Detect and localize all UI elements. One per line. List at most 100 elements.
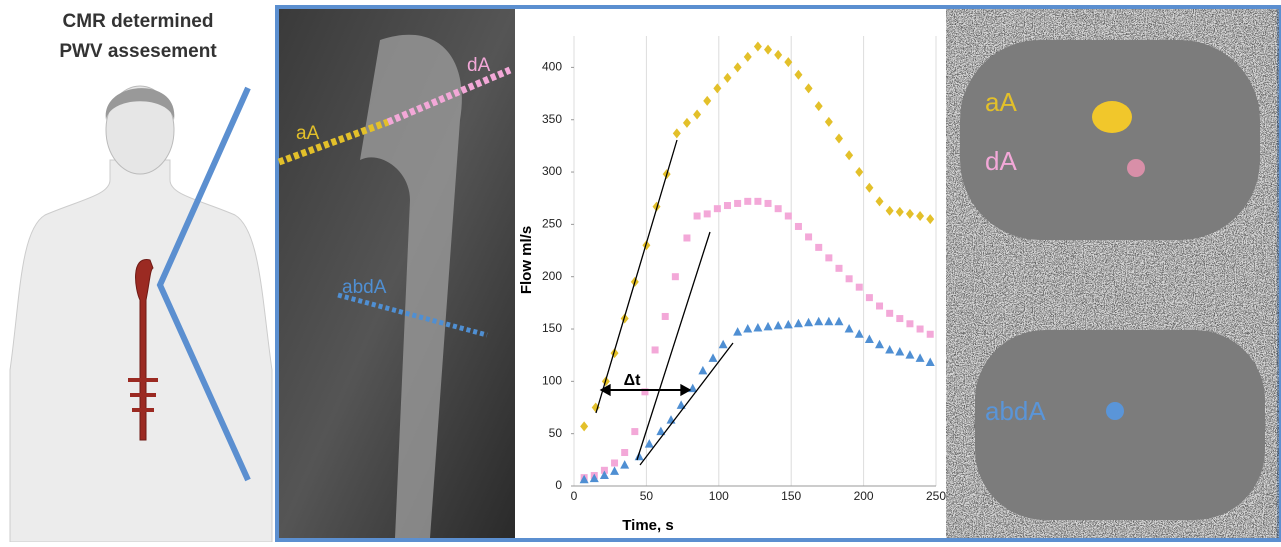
data-point bbox=[906, 320, 914, 328]
data-point bbox=[656, 426, 666, 436]
data-point bbox=[610, 466, 620, 475]
x-axis-title: Time, s bbox=[622, 517, 673, 534]
data-point bbox=[834, 133, 843, 144]
data-point bbox=[784, 212, 792, 220]
data-point bbox=[886, 309, 894, 317]
x-tick-label: 0 bbox=[571, 489, 578, 503]
data-point bbox=[733, 327, 743, 336]
data-point bbox=[708, 353, 718, 362]
data-point bbox=[693, 109, 702, 120]
slice-label: abdA bbox=[342, 277, 387, 298]
data-point bbox=[804, 317, 814, 327]
data-point bbox=[895, 347, 905, 356]
data-point bbox=[631, 428, 639, 436]
data-point bbox=[634, 451, 644, 461]
data-point bbox=[743, 324, 753, 333]
data-point bbox=[620, 460, 630, 469]
data-point bbox=[723, 72, 732, 83]
data-point bbox=[875, 196, 884, 207]
data-point bbox=[876, 302, 884, 310]
data-point bbox=[698, 365, 708, 375]
data-point bbox=[794, 222, 802, 230]
data-point bbox=[844, 324, 854, 333]
da-slice bbox=[386, 66, 512, 126]
y-axis-title: Flow ml/s bbox=[518, 226, 535, 294]
x-tick-label: 200 bbox=[854, 489, 874, 503]
title-line: CMR determined bbox=[63, 11, 214, 32]
data-point bbox=[916, 211, 925, 221]
data-point bbox=[754, 197, 762, 205]
data-point bbox=[805, 233, 813, 241]
data-point bbox=[734, 199, 742, 207]
x-tick-label: 150 bbox=[781, 489, 801, 503]
data-point bbox=[764, 44, 773, 55]
aa-slice bbox=[277, 118, 390, 166]
y-tick-label: 250 bbox=[542, 217, 562, 231]
data-point bbox=[651, 346, 659, 354]
y-tick-label: 50 bbox=[549, 426, 563, 440]
human-illustration bbox=[9, 85, 273, 543]
data-point bbox=[589, 473, 599, 483]
data-point bbox=[676, 400, 686, 409]
data-point bbox=[773, 320, 783, 330]
data-point bbox=[661, 312, 669, 320]
data-point bbox=[815, 243, 823, 251]
data-point bbox=[925, 357, 935, 367]
data-point bbox=[783, 319, 793, 329]
axial-images bbox=[946, 9, 1279, 538]
data-point bbox=[793, 318, 803, 328]
data-point bbox=[703, 210, 711, 218]
x-tick-label: 50 bbox=[640, 489, 654, 503]
data-point bbox=[763, 321, 773, 331]
data-point bbox=[693, 212, 701, 220]
data-point bbox=[764, 199, 772, 207]
data-point bbox=[579, 474, 589, 484]
data-point bbox=[784, 57, 793, 68]
y-tick-label: 200 bbox=[542, 269, 562, 283]
data-point bbox=[753, 41, 762, 52]
x-tick-label: 100 bbox=[709, 489, 729, 503]
data-point bbox=[865, 182, 874, 193]
data-point bbox=[845, 275, 853, 283]
axial-label: dA bbox=[985, 146, 1017, 176]
data-point bbox=[905, 350, 915, 359]
data-point bbox=[834, 316, 844, 326]
data-point bbox=[621, 449, 629, 457]
data-point bbox=[896, 315, 904, 323]
data-point bbox=[916, 325, 924, 333]
data-point bbox=[774, 205, 782, 213]
trend-lines bbox=[595, 139, 734, 466]
data-point bbox=[671, 273, 679, 281]
data-point bbox=[713, 205, 721, 213]
data-point bbox=[885, 344, 895, 354]
data-point bbox=[703, 95, 712, 106]
y-tick-label: 400 bbox=[542, 60, 562, 74]
data-point bbox=[814, 316, 824, 326]
data-point bbox=[926, 214, 935, 225]
slice-label: aA bbox=[296, 123, 320, 144]
data-point bbox=[895, 206, 904, 217]
data-point bbox=[905, 208, 914, 219]
data-point bbox=[855, 283, 863, 291]
slice-label: dA bbox=[467, 55, 491, 76]
title-line: PWV assesement bbox=[59, 41, 217, 62]
data-point bbox=[599, 470, 609, 480]
data-point bbox=[885, 205, 894, 216]
data-point bbox=[753, 322, 763, 332]
data-point bbox=[713, 83, 722, 94]
data-point bbox=[682, 117, 691, 128]
data-point bbox=[915, 353, 925, 362]
view-wedge bbox=[156, 86, 251, 482]
axial-label: aA bbox=[985, 87, 1017, 117]
data-point bbox=[744, 197, 752, 205]
data-point bbox=[865, 294, 873, 302]
data-point bbox=[672, 128, 681, 139]
data-point bbox=[864, 334, 874, 343]
delta-t: Δt bbox=[624, 372, 642, 389]
data-point bbox=[855, 167, 864, 178]
data-point bbox=[845, 150, 854, 161]
data-point bbox=[743, 51, 752, 62]
data-point bbox=[804, 83, 813, 94]
